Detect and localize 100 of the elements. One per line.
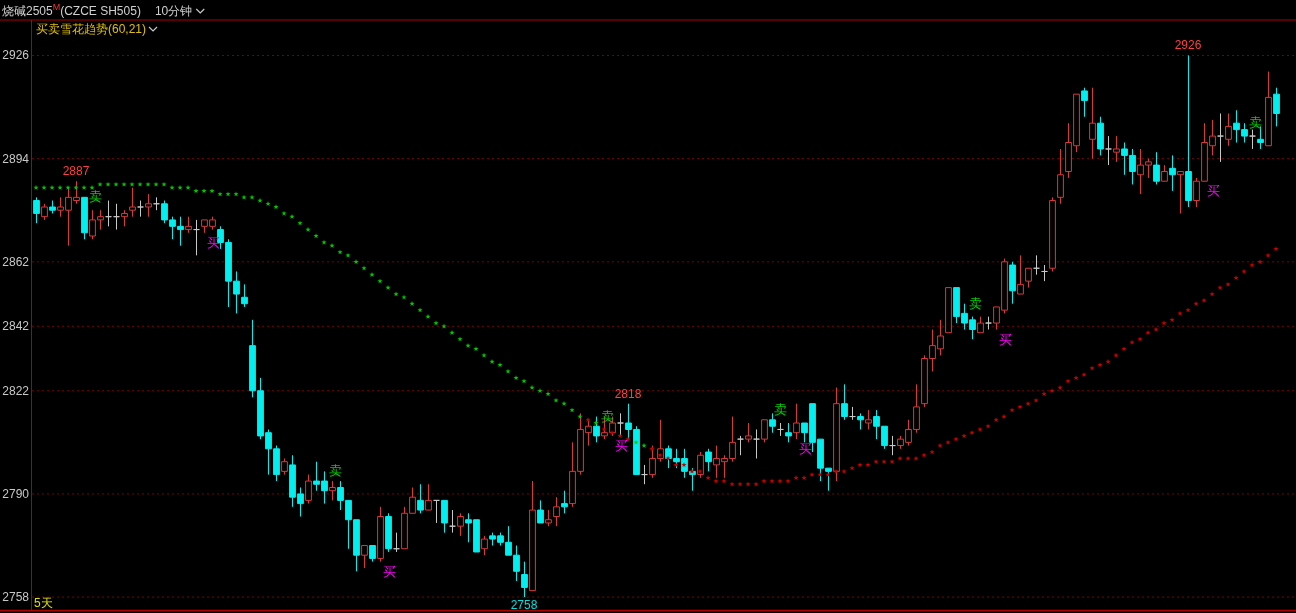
candlestick xyxy=(561,490,568,514)
candlestick xyxy=(417,483,424,514)
candlestick xyxy=(945,287,952,334)
candlestick xyxy=(1017,254,1024,295)
annotation: 买 xyxy=(799,441,812,457)
candlestick xyxy=(1057,148,1064,205)
annotation: 买卖雪花趋势(60,21) xyxy=(36,22,147,36)
candlestick xyxy=(1041,264,1048,282)
candlestick xyxy=(329,480,336,501)
candlestick xyxy=(193,219,200,256)
candlestick xyxy=(41,203,48,221)
y-tick-label: 2822 xyxy=(2,383,30,398)
y-tick-label: 2758 xyxy=(2,590,30,605)
candlestick xyxy=(361,545,368,569)
candlestick xyxy=(761,419,768,443)
candlestick xyxy=(553,496,560,527)
candlestick xyxy=(849,406,856,421)
annotation: 买 xyxy=(999,331,1012,347)
candlestick xyxy=(889,435,896,456)
annotation: 买 xyxy=(615,437,628,453)
annotation: 卖 xyxy=(89,189,102,205)
annotation: 2887 xyxy=(62,164,90,179)
candlestick xyxy=(1217,113,1224,163)
candlestick xyxy=(241,283,248,308)
candlestick xyxy=(841,383,848,421)
candlestick xyxy=(305,474,312,505)
candlestick xyxy=(1049,196,1056,272)
annotation: 2758 xyxy=(510,598,538,612)
candlestick xyxy=(641,464,648,485)
y-tick-label: 2790 xyxy=(2,486,30,501)
candlestick xyxy=(857,412,864,430)
candlestick xyxy=(753,428,760,459)
chart-title: 烧碱2505$^{M}$(CZCE SH505) xyxy=(2,2,141,18)
candlestick xyxy=(1033,254,1040,276)
candlestick xyxy=(393,532,400,553)
annotation: 卖 xyxy=(329,463,342,479)
candlestick xyxy=(1185,54,1192,208)
candlestick xyxy=(457,512,464,537)
y-tick-label: 2894 xyxy=(2,151,30,166)
candlestick xyxy=(1249,129,1256,150)
candlestick xyxy=(1081,87,1088,118)
annotation: 买 xyxy=(207,234,220,250)
candlestick xyxy=(977,316,984,334)
candlestick xyxy=(129,187,136,218)
candlestick xyxy=(521,561,528,598)
candlestick xyxy=(385,512,392,553)
annotation: 买 xyxy=(1207,183,1220,199)
candlestick xyxy=(377,506,384,563)
candlestick xyxy=(481,535,488,556)
candlestick xyxy=(1025,267,1032,289)
candlestick xyxy=(1273,87,1280,127)
candlestick xyxy=(705,448,712,472)
annotation: 卖 xyxy=(774,402,787,418)
candlestick xyxy=(433,499,440,524)
candlestick xyxy=(793,403,800,440)
candlestick xyxy=(137,200,144,218)
y-tick-label: 2926 xyxy=(2,48,30,63)
candlestick xyxy=(697,451,704,479)
annotation: 卖 xyxy=(601,408,614,424)
chart-subtitle: 10分钟 xyxy=(154,4,193,18)
candlestick xyxy=(1225,113,1232,147)
candlestick xyxy=(1097,116,1104,156)
annotation: 2926 xyxy=(1174,38,1202,53)
candlestick xyxy=(1161,164,1168,182)
candlestick xyxy=(985,316,992,331)
candlestick xyxy=(113,203,120,231)
candlestick xyxy=(833,387,840,482)
candlestick xyxy=(145,193,152,218)
candlestick xyxy=(545,509,552,527)
candlestick xyxy=(737,435,744,456)
candlestick xyxy=(369,545,376,563)
candlestick xyxy=(865,409,872,430)
annotation: 卖 xyxy=(969,295,982,311)
y-tick-label: 2862 xyxy=(2,254,30,269)
candlestick xyxy=(81,196,88,240)
annotation: 2818 xyxy=(614,386,642,401)
candlestick xyxy=(529,480,536,592)
candlestick xyxy=(121,209,128,227)
candlestick xyxy=(785,422,792,443)
candlestick xyxy=(425,483,432,511)
candlestick xyxy=(1177,171,1184,214)
candlestick xyxy=(33,196,40,224)
y-tick-label: 2842 xyxy=(2,319,30,334)
candlestick xyxy=(49,200,56,214)
candlestick xyxy=(1105,135,1112,166)
candlestick xyxy=(153,196,160,211)
candlestick xyxy=(745,422,752,443)
candlestick xyxy=(1169,154,1176,192)
annotation: 卖 xyxy=(1249,115,1262,131)
candlestick xyxy=(777,422,784,437)
candlestick xyxy=(105,200,112,227)
candlestick xyxy=(1265,71,1272,147)
candlestick xyxy=(1009,261,1016,305)
annotation: 5天 xyxy=(34,596,53,610)
candlestick xyxy=(769,412,776,434)
candlestick xyxy=(1113,135,1120,163)
annotation: 买 xyxy=(383,563,396,579)
candlestick xyxy=(1089,87,1096,160)
candlestick xyxy=(537,499,544,524)
candlestick xyxy=(281,457,288,476)
